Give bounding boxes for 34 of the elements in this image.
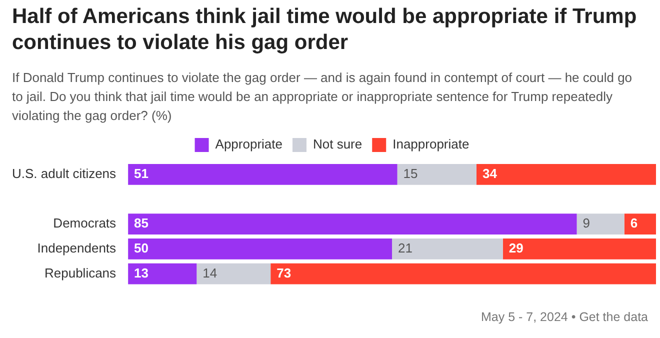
data-label: 13	[134, 265, 149, 280]
bar	[502, 238, 656, 260]
bar	[476, 164, 656, 185]
data-label: 15	[403, 166, 418, 181]
bar	[576, 214, 624, 235]
legend-label: Inappropriate	[392, 136, 470, 152]
legend-label: Not sure	[312, 136, 362, 152]
bar	[196, 263, 271, 284]
bar	[128, 263, 197, 284]
data-label: 29	[508, 240, 524, 256]
data-label: 73	[276, 265, 292, 280]
data-label: 14	[202, 265, 218, 280]
chart-subtitle: If Donald Trump continues to violate the gag order — and is again found in contempt of court — he could go to jail. Do you think that jail time would be an appropriate or inappropriate sentence for Trump repeatedly violating the gag order? (%)	[12, 69, 634, 125]
bar	[392, 238, 503, 260]
data-label: 51	[134, 166, 149, 181]
chart-title: Half of Americans think jail time would be appropriate if Trump continues to violate his gag order	[12, 4, 638, 56]
data-label: 34	[482, 166, 498, 181]
bar	[128, 238, 392, 260]
data-label: 9	[582, 216, 590, 231]
y-tick-label: Independents	[37, 240, 117, 256]
y-tick-label: U.S. adult citizens	[12, 166, 117, 181]
bar	[270, 263, 656, 284]
y-tick-label: Republicans	[44, 265, 117, 280]
bar	[397, 164, 476, 185]
data-label: 21	[398, 240, 412, 256]
y-tick-label: Democrats	[53, 216, 117, 231]
bar	[624, 214, 656, 235]
bar	[128, 164, 398, 185]
data-label: 6	[630, 216, 638, 231]
legend-label: Appropriate	[215, 136, 282, 152]
data-label: 50	[134, 240, 149, 256]
bar	[128, 214, 577, 235]
data-label: 85	[134, 216, 149, 231]
text: May 5 - 7, 2024 • Get the data	[481, 310, 648, 324]
